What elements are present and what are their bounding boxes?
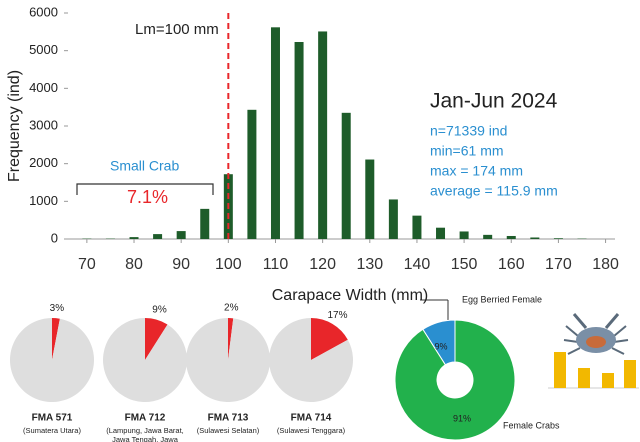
bar: [365, 160, 374, 239]
bar: [295, 42, 304, 239]
pie-title: FMA 571: [32, 413, 73, 424]
page: {"chart_data": [ {"type": "bar", "x_labe…: [0, 0, 640, 442]
x-axis-label: Carapace Width (mm): [272, 287, 428, 304]
pie-subtitle: (Sumatera Utara): [23, 426, 81, 435]
x-tick-label: 130: [356, 256, 383, 273]
y-tick-label: 4000: [29, 80, 58, 95]
pie-value-label: 9%: [152, 305, 167, 316]
y-axis-label: Frequency (ind): [6, 70, 23, 182]
reference-label: Lm=100 mm: [135, 21, 219, 38]
stat-label: min=61 mm: [430, 143, 504, 159]
y-tick-label: 0: [51, 230, 58, 245]
pie-subtitle: (Lampung, Jawa Barat,: [106, 426, 184, 435]
bar: [200, 209, 209, 239]
y-tick-label: 1000: [29, 193, 58, 208]
bar: [483, 235, 492, 239]
y-tick-label: 5000: [29, 42, 58, 57]
bar: [578, 368, 590, 388]
donut-category-label: Egg Berried Female: [462, 294, 542, 304]
bar: [177, 231, 186, 239]
crab-icon: [564, 314, 628, 354]
y-tick-label: 6000: [29, 4, 58, 19]
period-label: Jan-Jun 2024: [430, 90, 558, 113]
x-tick-label: 180: [592, 256, 619, 273]
pie-title: FMA 712: [125, 413, 166, 424]
bar: [554, 238, 563, 239]
x-tick-label: 160: [498, 256, 525, 273]
x-tick-label: 100: [215, 256, 242, 273]
bar: [507, 236, 516, 239]
bar: [460, 231, 469, 239]
pie-slice: [103, 318, 187, 402]
pie-title: FMA 714: [291, 413, 332, 424]
small-crab-label: Small Crab: [110, 158, 179, 174]
figure: 0 1000 2000 3000 4000 5000 6000 70 80 90 100 110 120…: [0, 0, 640, 442]
bar: [530, 237, 539, 239]
pie-value-label: 17%: [327, 310, 347, 321]
x-tick-label: 150: [451, 256, 478, 273]
bar: [130, 237, 139, 239]
x-tick-label: 140: [404, 256, 431, 273]
pie-subtitle: (Sulawesi Tenggara): [277, 426, 346, 435]
pie-value-label: 3%: [50, 303, 65, 314]
y-tick-label: 2000: [29, 155, 58, 170]
donut-category-label: Female Crabs: [503, 420, 560, 430]
stat-label: average = 115.9 mm: [430, 183, 558, 199]
x-tick-label: 110: [263, 256, 289, 273]
bar: [342, 113, 351, 239]
y-tick-label: 3000: [29, 117, 58, 132]
x-tick-label: 170: [545, 256, 572, 273]
pie-value-label: 2%: [224, 303, 239, 314]
x-tick-label: 80: [125, 256, 143, 273]
bar: [436, 228, 445, 239]
bar: [271, 27, 280, 239]
bar: [412, 216, 421, 239]
pie-subtitle: Jawa Tengah, Jawa: [112, 435, 179, 442]
bar: [247, 110, 256, 239]
bar: [624, 360, 636, 388]
bar: [153, 234, 162, 239]
bar: [554, 352, 566, 388]
bar: [318, 31, 327, 239]
stat-label: max = 174 mm: [430, 163, 523, 179]
stat-label: n=71339 ind: [430, 123, 507, 139]
donut-value-label: 91%: [453, 413, 471, 423]
bar: [602, 373, 614, 388]
pie-title: FMA 713: [208, 413, 249, 424]
bar: [389, 199, 398, 239]
x-tick-label: 70: [78, 256, 96, 273]
pie-subtitle: (Sulawesi Selatan): [197, 426, 260, 435]
small-crab-share: 7.1%: [127, 187, 168, 207]
x-tick-label: 90: [172, 256, 190, 273]
x-tick-label: 120: [309, 256, 336, 273]
